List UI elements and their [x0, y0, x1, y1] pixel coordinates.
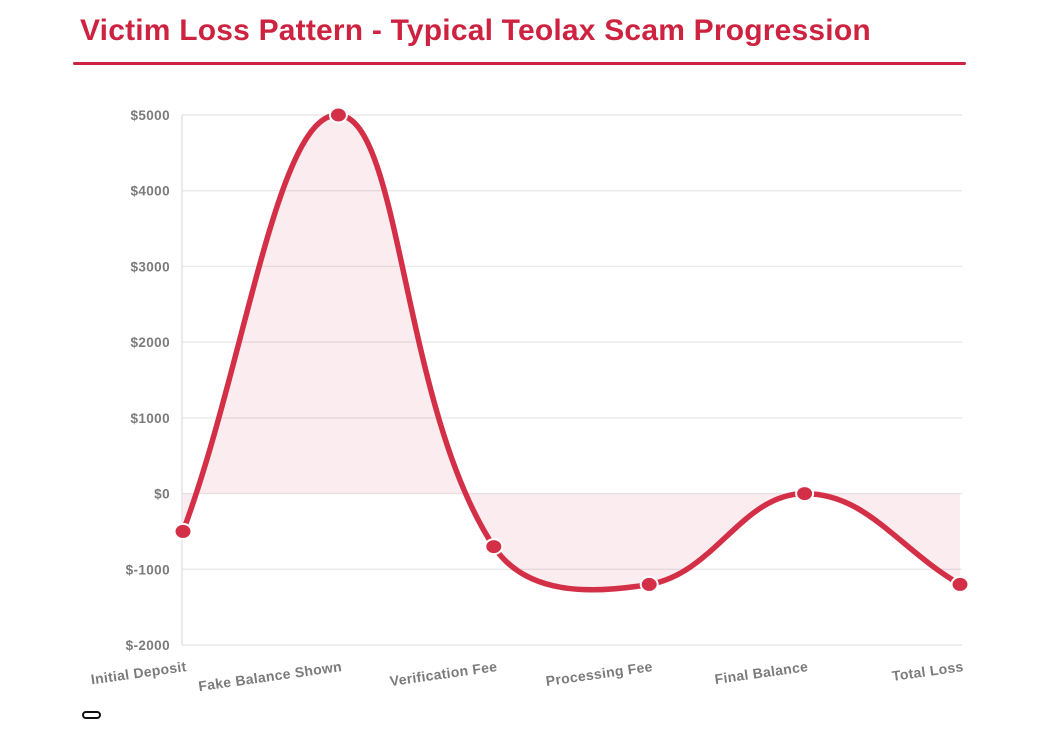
x-tick-label: Initial Deposit — [90, 658, 188, 687]
x-tick-label: Final Balance — [714, 658, 809, 687]
y-tick-label: $-2000 — [126, 638, 170, 653]
data-point[interactable] — [639, 575, 659, 593]
y-tick-label: $0 — [154, 487, 170, 502]
data-point[interactable] — [484, 538, 504, 556]
y-tick-label: $-1000 — [126, 562, 170, 577]
x-tick-label: Processing Fee — [545, 658, 654, 689]
data-point[interactable] — [795, 485, 815, 503]
chart-title: Victim Loss Pattern - Typical Teolax Sca… — [80, 14, 871, 47]
y-tick-label: $4000 — [130, 184, 170, 199]
data-point[interactable] — [950, 575, 970, 593]
title-underline — [73, 62, 966, 65]
x-tick-label: Total Loss — [891, 658, 964, 684]
y-tick-label: $1000 — [130, 411, 170, 426]
y-tick-label: $3000 — [130, 259, 170, 274]
x-tick-label: Verification Fee — [389, 658, 498, 689]
data-point[interactable] — [328, 106, 348, 124]
area-fill — [183, 114, 960, 590]
bottom-left-pill-icon — [82, 711, 101, 719]
y-tick-label: $5000 — [130, 108, 170, 123]
data-point[interactable] — [173, 522, 193, 540]
y-tick-label: $2000 — [130, 335, 170, 350]
x-tick-label: Fake Balance Shown — [197, 658, 342, 694]
